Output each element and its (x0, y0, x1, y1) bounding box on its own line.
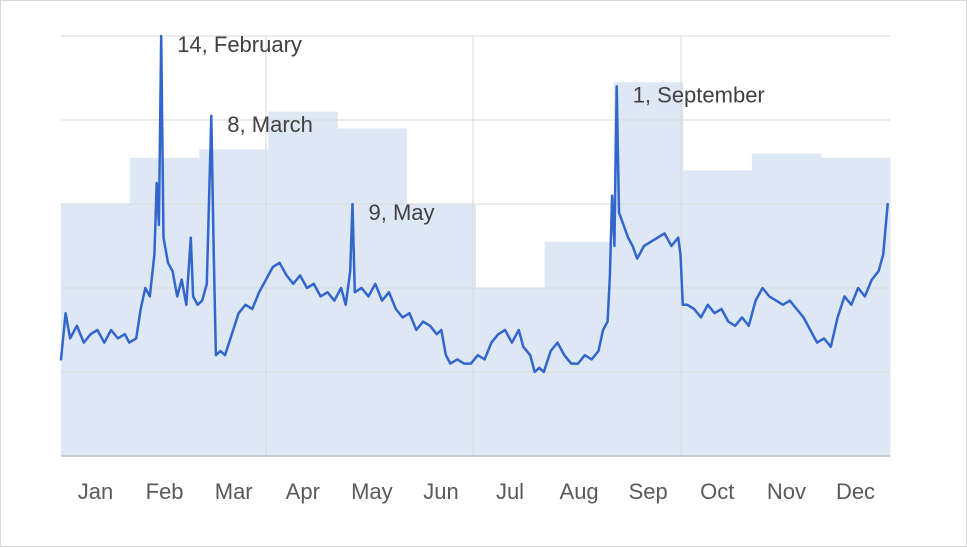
annotation-3: 1, September (633, 82, 765, 107)
month-bar-apr (268, 111, 338, 456)
annotation-0: 14, February (177, 32, 302, 57)
month-bar-mar (199, 149, 269, 456)
daily-series (59, 34, 889, 374)
month-bar-aug (544, 241, 615, 456)
month-label-sep: Sep (629, 479, 668, 504)
month-label-nov: Nov (767, 479, 806, 504)
annotation-1: 8, March (227, 112, 313, 137)
month-label-mar: Mar (215, 479, 253, 504)
month-label-may: May (351, 479, 393, 504)
month-label-jul: Jul (496, 479, 524, 504)
month-label-oct: Oct (700, 479, 734, 504)
month-bar-dec (820, 157, 891, 457)
annotations: 14, February 8, March 9, May 1, September (177, 32, 765, 225)
gridlines (61, 35, 890, 456)
month-label-apr: Apr (286, 479, 320, 504)
month-bar-sep (613, 82, 684, 456)
monthly-bars (61, 82, 891, 457)
month-label-jan: Jan (78, 479, 113, 504)
month-label-feb: Feb (146, 479, 184, 504)
month-bar-oct (682, 170, 753, 456)
month-label-jun: Jun (423, 479, 458, 504)
annotation-2: 9, May (369, 200, 435, 225)
month-labels: Jan Feb Mar Apr May Jun Jul Aug Sep Oct Nov Dec (78, 479, 875, 504)
month-label-dec: Dec (836, 479, 875, 504)
month-label-aug: Aug (560, 479, 599, 504)
month-bar-nov (751, 153, 822, 456)
daily-line (59, 34, 889, 374)
